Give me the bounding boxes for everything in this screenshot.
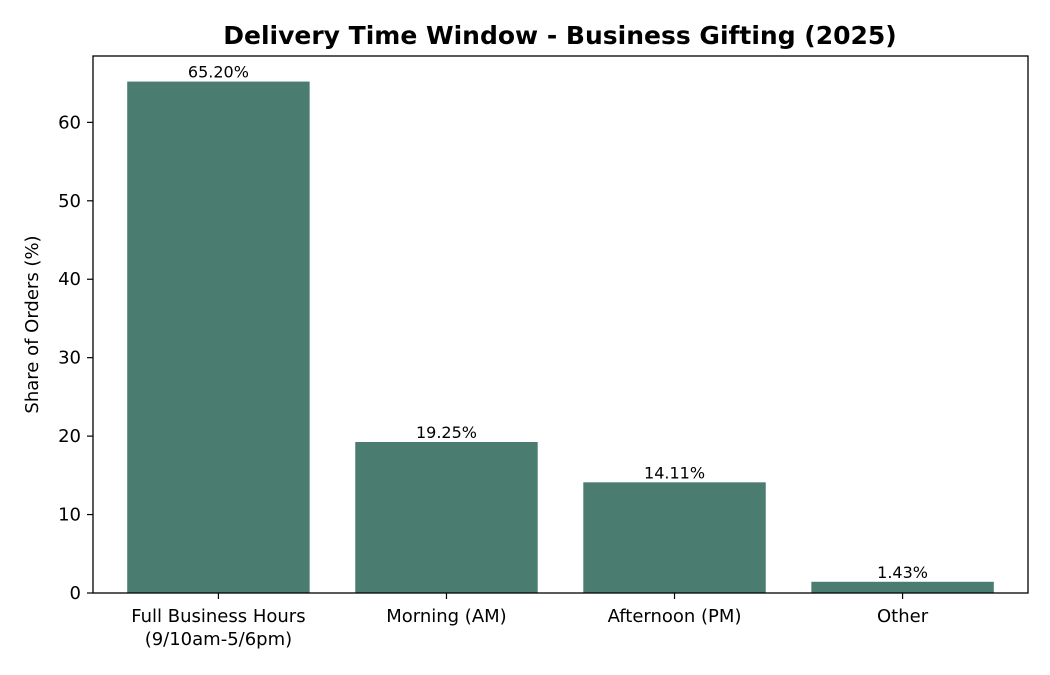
data-label-0: 65.20% xyxy=(188,63,249,82)
y-tick-label-6: 60 xyxy=(58,112,81,133)
x-tick-label-2: Afternoon (PM) xyxy=(608,606,742,627)
bar-0 xyxy=(127,81,310,594)
x-axis: Full Business Hours (9/10am-5/6pm) Morning… xyxy=(131,593,929,650)
y-tick-label-5: 50 xyxy=(58,191,81,212)
y-tick-label-3: 30 xyxy=(58,348,81,369)
chart-title: Delivery Time Window - Business Gifting … xyxy=(223,21,897,50)
y-tick-label-4: 40 xyxy=(58,269,81,290)
y-tick-label-1: 10 xyxy=(58,505,81,526)
y-axis-label: Share of Orders (%) xyxy=(22,235,43,413)
y-axis: 0 10 20 30 40 50 60 xyxy=(58,112,93,604)
data-label-1: 19.25% xyxy=(416,423,477,442)
bar-3 xyxy=(811,581,994,593)
x-tick-label-0: Full Business Hours (9/10am-5/6pm) xyxy=(131,606,305,650)
bars-group xyxy=(127,81,994,594)
bar-2 xyxy=(583,482,766,593)
bar-1 xyxy=(355,442,538,593)
x-tick-label-1: Morning (AM) xyxy=(386,606,506,627)
y-tick-label-2: 20 xyxy=(58,426,81,447)
x-tick-label-3: Other xyxy=(877,606,929,627)
data-labels-group: 65.20% 19.25% 14.11% 1.43% xyxy=(188,63,928,582)
data-label-2: 14.11% xyxy=(644,463,705,482)
y-tick-label-0: 0 xyxy=(70,583,81,604)
data-label-3: 1.43% xyxy=(877,563,928,582)
plot-frame xyxy=(92,55,1029,594)
